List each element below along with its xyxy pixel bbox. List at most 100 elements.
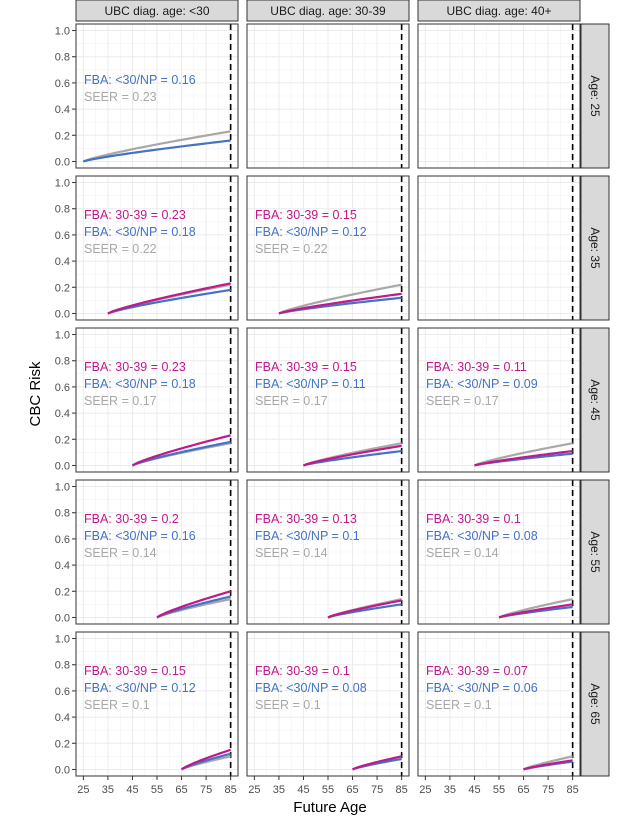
panel-annotation: FBA: 30-39 = 0.1 [255, 664, 350, 678]
series-line-seer [474, 442, 573, 467]
panel-annotation: FBA: 30-39 = 0.2 [84, 512, 179, 526]
panel-annotation: SEER = 0.17 [255, 394, 328, 408]
y-tick-label: 0.0 [55, 308, 70, 320]
panel-annotation: SEER = 0.22 [255, 242, 328, 256]
panel-annotation: FBA: <30/NP = 0.1 [255, 529, 360, 543]
panel-content: FBA: 30-39 = 0.15 FBA: <30/NP = 0.12 SEER … [255, 208, 402, 315]
y-tick-label: 0.2 [55, 282, 70, 294]
panel-annotation: FBA: <30/NP = 0.06 [426, 681, 538, 695]
x-tick-label: 35 [444, 784, 456, 796]
x-tick-label: 55 [322, 784, 334, 796]
x-tick-label: 75 [542, 784, 554, 796]
panel-annotation: FBA: 30-39 = 0.07 [426, 664, 528, 678]
panel-annotation: SEER = 0.17 [426, 394, 499, 408]
x-tick-label: 45 [297, 784, 309, 796]
x-tick-label: 75 [200, 784, 212, 796]
column-strip-label: UBC diag. age: <30 [104, 4, 209, 18]
series-line-fba-lt30 [107, 288, 231, 315]
x-tick-label: 45 [468, 784, 480, 796]
y-tick-label: 1.0 [55, 330, 70, 342]
y-tick-label: 0.8 [55, 660, 70, 672]
y-tick-label: 0.4 [55, 560, 70, 572]
row-strip [580, 631, 610, 777]
row-strip-label: Age: 55 [588, 531, 602, 573]
panel-annotation: FBA: 30-39 = 0.13 [255, 512, 357, 526]
column-strip [246, 0, 410, 22]
x-tick-label: 35 [102, 784, 114, 796]
panel-annotation: SEER = 0.1 [426, 698, 492, 712]
panel-border [246, 23, 410, 169]
y-tick-label: 1.0 [55, 634, 70, 646]
row-strip-label: Age: 35 [588, 227, 602, 269]
x-tick-label: 65 [346, 784, 358, 796]
row-strip-label: Age: 65 [588, 683, 602, 725]
y-tick-label: 0.2 [55, 738, 70, 750]
panel-annotation: SEER = 0.14 [84, 546, 157, 560]
panel-content: FBA: 30-39 = 0.07 FBA: <30/NP = 0.06 SEER … [426, 664, 573, 771]
facet-panel [76, 480, 238, 624]
panel-annotation: FBA: 30-39 = 0.15 [84, 664, 186, 678]
y-tick-label: 1.0 [55, 482, 70, 494]
row-strip [580, 175, 610, 321]
facet-panel [247, 24, 409, 168]
y-tick-label: 0.8 [55, 204, 70, 216]
series-line-fba-lt30 [303, 449, 402, 467]
x-axis-title: Future Age [293, 799, 366, 816]
panel-content: FBA: 30-39 = 0.2 FBA: <30/NP = 0.16 SEER =… [84, 512, 231, 619]
series-line-fba-lt30 [83, 139, 231, 163]
panel-content: FBA: 30-39 = 0.11 FBA: <30/NP = 0.09 SEER … [426, 360, 573, 467]
series-line-fba-3039 [131, 434, 231, 467]
panel-annotation: SEER = 0.17 [84, 394, 157, 408]
y-tick-label: 0.8 [55, 508, 70, 520]
x-tick-label: 85 [396, 784, 408, 796]
series-line-fba-3039 [523, 759, 573, 771]
y-tick-label: 0.8 [55, 52, 70, 64]
panel-annotation: SEER = 0.23 [84, 90, 157, 104]
series-line-fba-3039 [352, 755, 402, 771]
x-tick-label: 65 [517, 784, 529, 796]
panel-annotation: FBA: 30-39 = 0.15 [255, 208, 357, 222]
facet-panel [247, 632, 409, 776]
panel-border [417, 479, 581, 625]
column-strip [417, 0, 581, 22]
y-tick-label: 0.6 [55, 686, 70, 698]
panel-content: FBA: 30-39 = 0.23 FBA: <30/NP = 0.18 SEER … [84, 360, 231, 467]
series-line-fba-lt30 [132, 440, 231, 467]
y-tick-label: 0.4 [55, 256, 70, 268]
y-tick-label: 0.6 [55, 78, 70, 90]
panel-annotation: FBA: <30/NP = 0.18 [84, 225, 196, 239]
panel-annotation: SEER = 0.22 [84, 242, 157, 256]
panel-annotation: FBA: <30/NP = 0.16 [84, 529, 196, 543]
row-strip [580, 479, 610, 625]
x-tick-label: 55 [493, 784, 505, 796]
x-tick-label: 85 [225, 784, 237, 796]
panel-content: FBA: 30-39 = 0.1 FBA: <30/NP = 0.08 SEER =… [426, 512, 573, 619]
facet-panel [76, 632, 238, 776]
panel-border [75, 23, 239, 169]
series-line-seer [278, 283, 402, 315]
x-tick-label: 25 [77, 784, 89, 796]
y-tick-label: 0.6 [55, 382, 70, 394]
series-line-fba-3039 [278, 292, 402, 315]
row-strip [580, 327, 610, 473]
panel-annotation: FBA: 30-39 = 0.15 [255, 360, 357, 374]
panel-content: FBA: 30-39 = 0.15 FBA: <30/NP = 0.11 SEER … [255, 360, 402, 467]
series-line-fba-3039 [498, 603, 573, 619]
panel-content: FBA: 30-39 = 0.15 FBA: <30/NP = 0.12 SEER … [84, 664, 231, 771]
panel-border [246, 479, 410, 625]
x-tick-label: 55 [151, 784, 163, 796]
column-strip-label: UBC diag. age: 30-39 [270, 4, 386, 18]
y-tick-label: 0.2 [55, 434, 70, 446]
panel-annotation: FBA: <30/NP = 0.08 [255, 681, 367, 695]
y-tick-label: 0.2 [55, 130, 70, 142]
panel-annotation: SEER = 0.14 [255, 546, 328, 560]
panel-border [75, 327, 239, 473]
panel-annotation: FBA: <30/NP = 0.08 [426, 529, 538, 543]
y-axis-title: CBC Risk [27, 361, 44, 427]
facet-panel [418, 176, 580, 320]
facet-panel [418, 632, 580, 776]
panel-annotation: FBA: <30/NP = 0.18 [84, 377, 196, 391]
panel-border [417, 175, 581, 321]
panels-layer: UBC diag. age: <30 UBC diag. age: 30-39 UB… [55, 0, 610, 796]
x-tick-label: 65 [175, 784, 187, 796]
